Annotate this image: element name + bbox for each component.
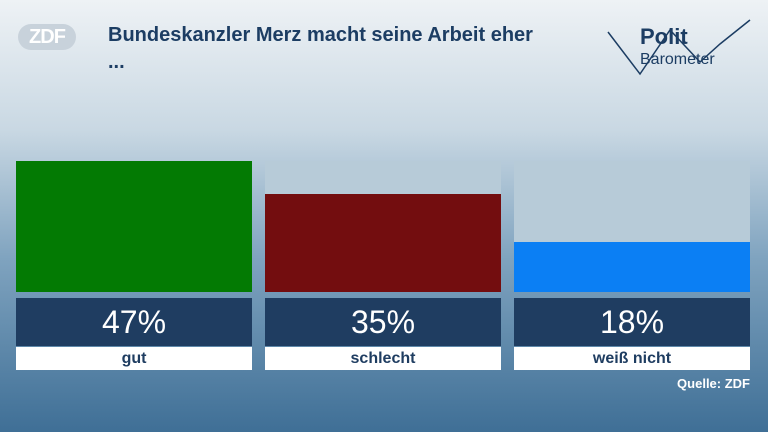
brand-text: Barometer [640, 51, 715, 68]
logo: ZDF [18, 24, 76, 50]
bar [514, 241, 750, 292]
category-label: schlecht [265, 347, 501, 370]
bar [16, 161, 252, 292]
bar [265, 194, 501, 292]
brand-text: Polit [640, 24, 688, 49]
value-label: 47% [16, 298, 252, 346]
value-label: 35% [265, 298, 501, 346]
category-label: weiß nicht [514, 347, 750, 370]
chart-title: Bundeskanzler Merz macht seine Arbeit eh… [108, 24, 533, 73]
category-label: gut [16, 347, 252, 370]
brand-logo: Polit Barometer [607, 19, 751, 76]
brand-zigzag [607, 19, 751, 76]
source: Quelle: ZDF [677, 376, 750, 391]
value-label: 18% [514, 298, 750, 346]
